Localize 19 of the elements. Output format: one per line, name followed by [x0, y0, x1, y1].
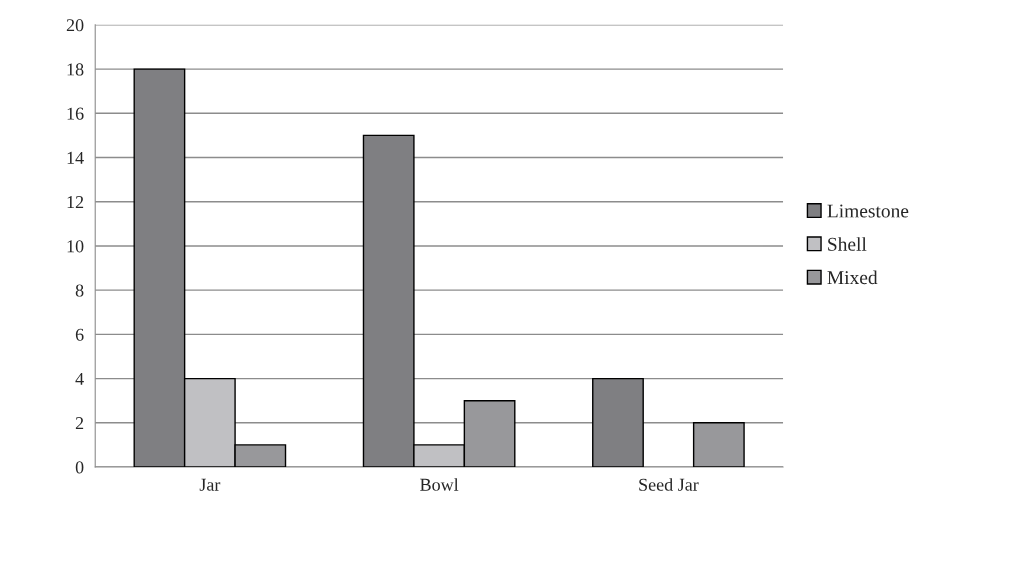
y-tick-label: 20: [66, 19, 84, 32]
y-tick-label: 18: [67, 63, 84, 76]
bar: [592, 377, 644, 468]
legend-label: Mixed: [827, 270, 878, 285]
y-tick-label: 6: [75, 328, 84, 341]
x-tick-label: Seed Jar: [639, 478, 699, 491]
legend-label: Limestone: [827, 204, 909, 218]
x-tick-label: Jar: [199, 478, 221, 491]
y-tick-label: 2: [75, 417, 84, 430]
y-tick-label: 0: [75, 461, 84, 474]
y-tick-label: 14: [67, 151, 84, 164]
y-tick-label: 8: [75, 284, 84, 297]
y-tick-label: 4: [75, 372, 84, 385]
bar: [692, 422, 745, 468]
y-tick-label: 16: [67, 107, 84, 120]
y-tick-label: 10: [67, 240, 84, 253]
legend-label: Shell: [828, 237, 867, 251]
x-tick-label: Bowl: [420, 478, 459, 491]
y-tick-label: 12: [67, 196, 84, 208]
